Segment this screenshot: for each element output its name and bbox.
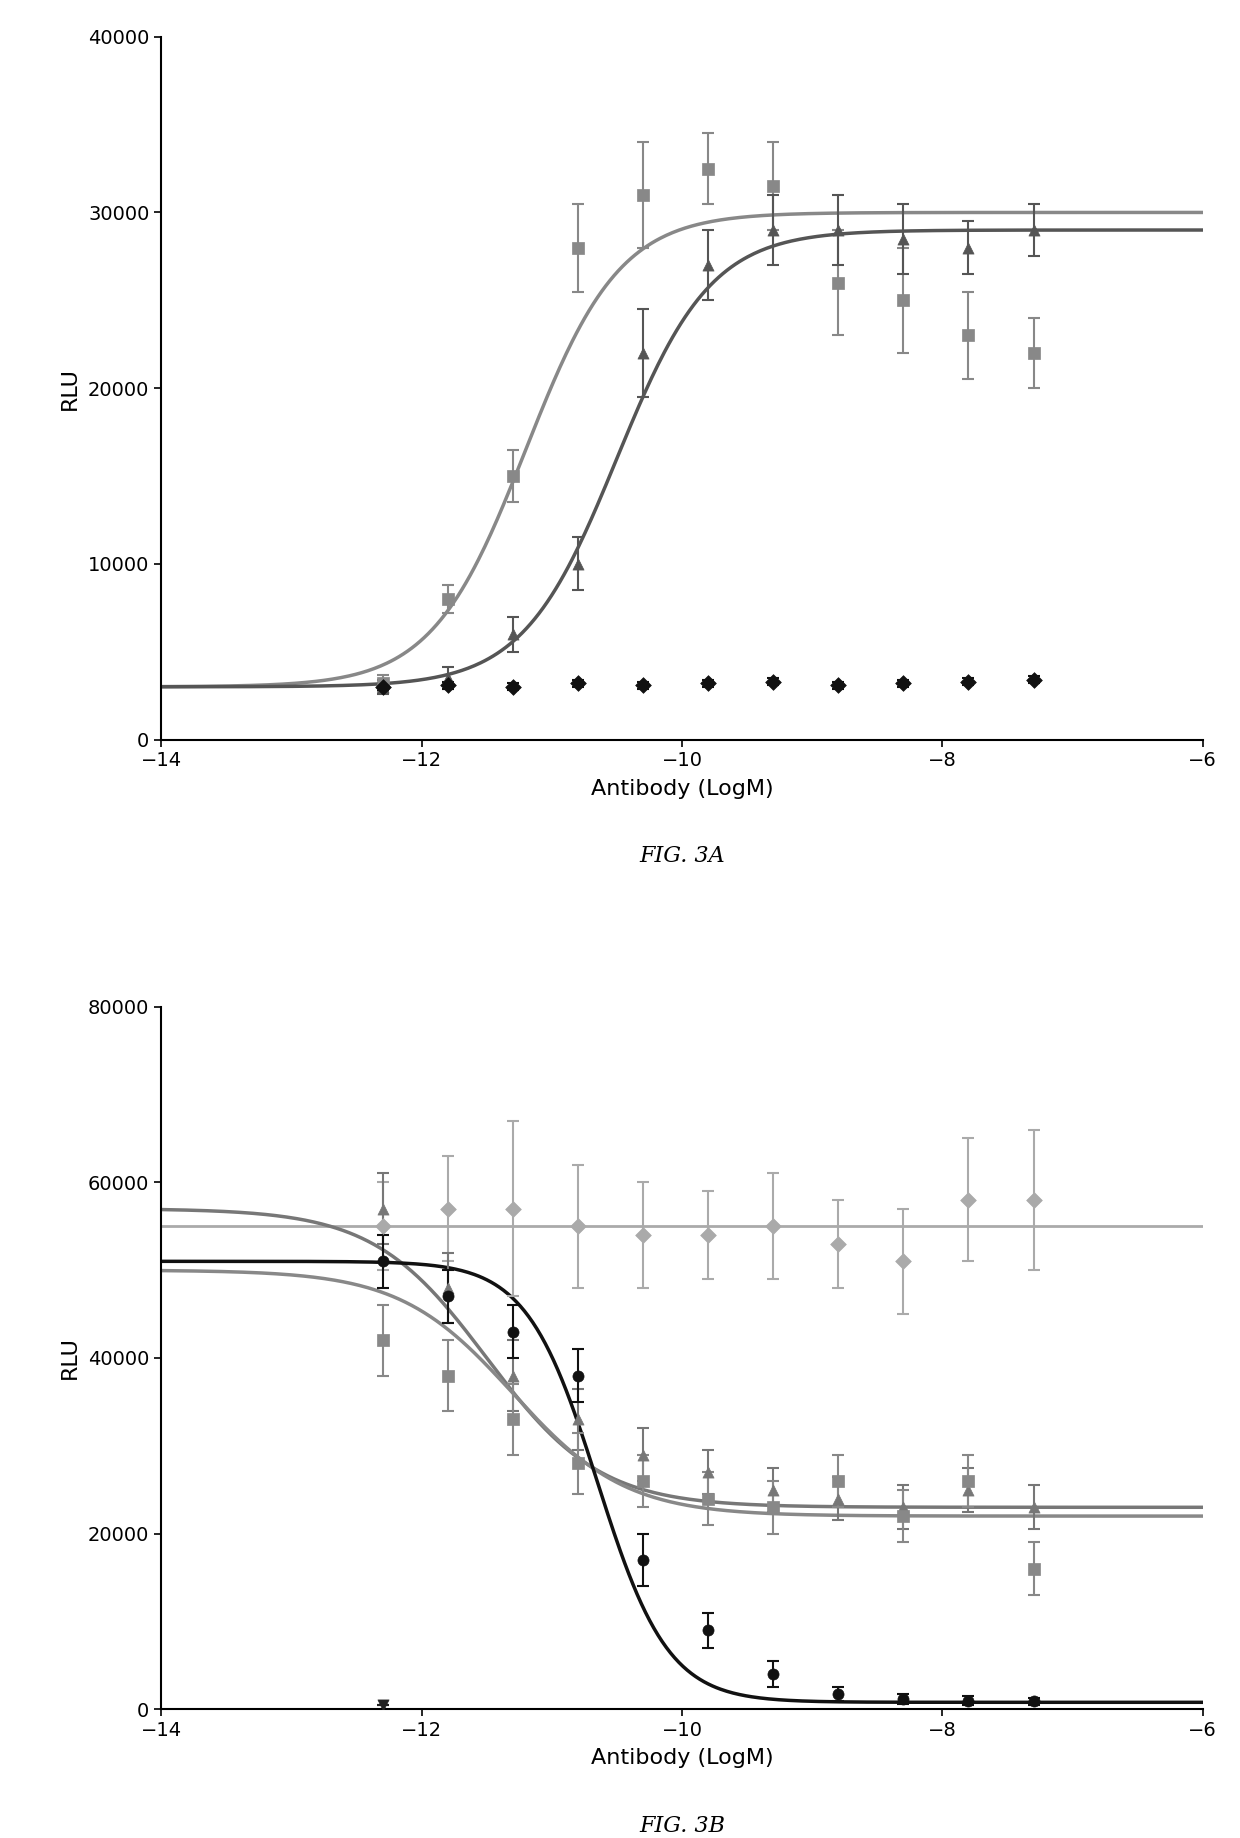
Point bbox=[632, 1220, 652, 1250]
Point bbox=[828, 1678, 848, 1708]
Point bbox=[632, 1467, 652, 1496]
Point bbox=[959, 320, 978, 349]
Point bbox=[763, 215, 784, 244]
Point bbox=[1024, 1492, 1044, 1522]
Point bbox=[438, 1274, 458, 1303]
Point bbox=[568, 1448, 588, 1478]
Point bbox=[372, 1691, 392, 1720]
Point bbox=[438, 1360, 458, 1390]
Point bbox=[632, 1439, 652, 1469]
Point bbox=[568, 1211, 588, 1241]
Point bbox=[632, 338, 652, 368]
Point bbox=[372, 1195, 392, 1224]
Point bbox=[698, 1220, 718, 1250]
Point bbox=[1024, 1555, 1044, 1584]
Point bbox=[438, 584, 458, 614]
Point bbox=[959, 233, 978, 263]
Point bbox=[959, 1685, 978, 1715]
Point bbox=[828, 268, 848, 298]
Point bbox=[438, 671, 458, 700]
Point bbox=[698, 250, 718, 279]
Point bbox=[763, 1660, 784, 1689]
Point bbox=[1024, 1687, 1044, 1717]
Point bbox=[1024, 1186, 1044, 1215]
Point bbox=[568, 669, 588, 698]
Point bbox=[1024, 338, 1044, 368]
Text: FIG. 3B: FIG. 3B bbox=[639, 1814, 725, 1836]
Point bbox=[502, 461, 522, 491]
Point bbox=[632, 671, 652, 700]
Point bbox=[698, 1483, 718, 1513]
Point bbox=[1024, 215, 1044, 244]
Point bbox=[372, 673, 392, 702]
Point bbox=[959, 1476, 978, 1505]
Point bbox=[1024, 665, 1044, 695]
Point bbox=[828, 1230, 848, 1259]
Point bbox=[763, 667, 784, 697]
Point bbox=[828, 1467, 848, 1496]
X-axis label: Antibody (LogM): Antibody (LogM) bbox=[590, 779, 774, 800]
Point bbox=[372, 669, 392, 698]
Point bbox=[893, 1502, 913, 1531]
Point bbox=[828, 671, 848, 700]
Point bbox=[698, 1458, 718, 1487]
Point bbox=[632, 1546, 652, 1575]
Point bbox=[372, 1246, 392, 1276]
Point bbox=[502, 1404, 522, 1434]
Point bbox=[632, 180, 652, 210]
Point bbox=[893, 1492, 913, 1522]
Y-axis label: RLU: RLU bbox=[60, 368, 79, 410]
Point bbox=[959, 1186, 978, 1215]
Point bbox=[502, 1195, 522, 1224]
Point bbox=[763, 1476, 784, 1505]
Point bbox=[698, 1616, 718, 1645]
Point bbox=[502, 1360, 522, 1390]
Point bbox=[698, 154, 718, 184]
Point bbox=[698, 669, 718, 698]
Point bbox=[893, 1684, 913, 1713]
Point bbox=[893, 224, 913, 254]
Point bbox=[893, 1246, 913, 1276]
Point bbox=[763, 171, 784, 200]
Point bbox=[959, 1467, 978, 1496]
Point bbox=[568, 1360, 588, 1390]
Point bbox=[568, 550, 588, 579]
Point bbox=[502, 1316, 522, 1345]
Y-axis label: RLU: RLU bbox=[60, 1336, 79, 1378]
Point bbox=[438, 1195, 458, 1224]
Point bbox=[828, 215, 848, 244]
Point bbox=[828, 1483, 848, 1513]
Point bbox=[372, 1211, 392, 1241]
Point bbox=[438, 664, 458, 693]
Point bbox=[763, 1492, 784, 1522]
Point bbox=[893, 285, 913, 314]
Point bbox=[568, 233, 588, 263]
Point bbox=[959, 667, 978, 697]
Text: FIG. 3A: FIG. 3A bbox=[639, 845, 725, 868]
Point bbox=[893, 669, 913, 698]
Point bbox=[502, 619, 522, 649]
Point bbox=[502, 673, 522, 702]
X-axis label: Antibody (LogM): Antibody (LogM) bbox=[590, 1748, 774, 1768]
Point bbox=[372, 673, 392, 702]
Point bbox=[568, 1404, 588, 1434]
Point bbox=[763, 1211, 784, 1241]
Point bbox=[438, 1281, 458, 1310]
Point bbox=[372, 1325, 392, 1355]
